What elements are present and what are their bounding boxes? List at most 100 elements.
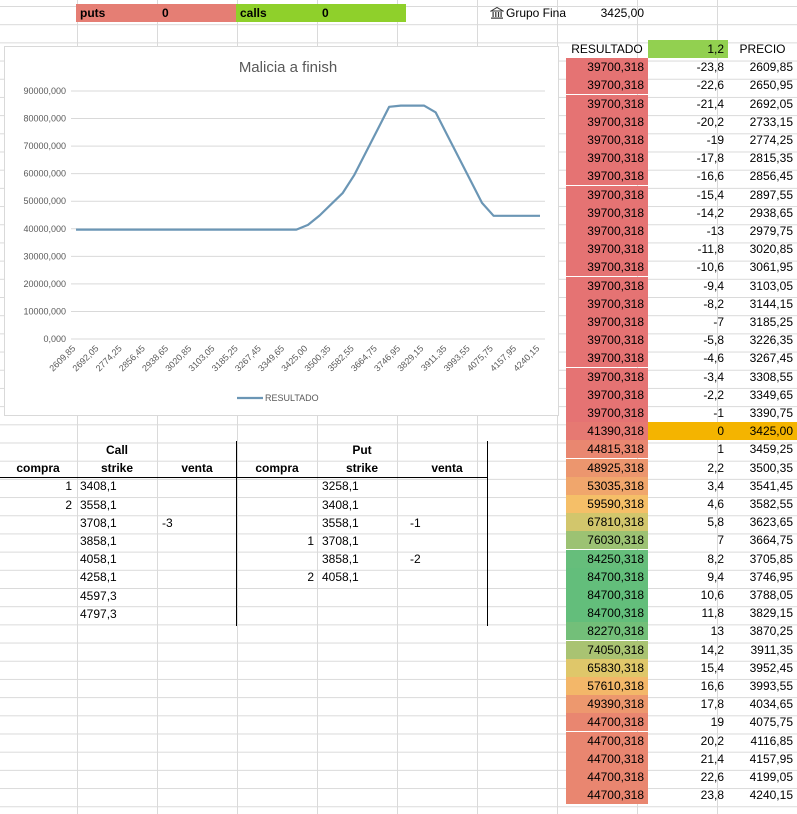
put-venta-cell[interactable]: [406, 532, 488, 550]
precio-cell[interactable]: 2815,35: [749, 151, 793, 166]
put-venta-cell[interactable]: [406, 568, 488, 586]
call-strike-cell[interactable]: 3408,1: [80, 479, 117, 494]
factor-cell[interactable]: -15,4: [696, 187, 724, 202]
factor-cell[interactable]: 20,2: [700, 733, 724, 748]
resultado-cell[interactable]: 39700,318: [566, 313, 648, 331]
factor-cell[interactable]: 15,4: [700, 660, 724, 675]
put-header-compra[interactable]: compra: [255, 461, 299, 476]
call-strike-cell[interactable]: 3558,1: [80, 497, 117, 512]
precio-cell[interactable]: 2609,85: [749, 60, 793, 75]
call-compra-cell[interactable]: [0, 587, 76, 605]
put-compra-cell[interactable]: [236, 477, 318, 495]
resultado-cell[interactable]: 49390,318: [566, 695, 648, 714]
precio-cell[interactable]: 3911,35: [750, 642, 794, 657]
resultado-cell[interactable]: 59590,318: [566, 495, 648, 513]
precio-cell[interactable]: 3349,65: [749, 387, 793, 402]
precio-cell[interactable]: 2650,95: [749, 78, 793, 93]
factor-cell[interactable]: 14,2: [700, 642, 724, 657]
put-compra-cell[interactable]: 1: [307, 534, 314, 548]
calls-value-cell[interactable]: 0: [318, 4, 406, 22]
resultado-cell[interactable]: 39700,318: [566, 385, 648, 404]
put-venta-cell[interactable]: [406, 477, 488, 495]
resultado-cell[interactable]: 39700,318: [566, 203, 648, 222]
resultado-cell[interactable]: 39700,318: [566, 112, 648, 131]
put-strike-cell[interactable]: 3408,1: [322, 497, 359, 512]
call-strike-cell[interactable]: 4797,3: [80, 606, 117, 621]
call-compra-cell[interactable]: [0, 514, 76, 532]
factor-cell[interactable]: -21,4: [696, 96, 724, 111]
precio-cell[interactable]: 4157,95: [749, 751, 793, 766]
factor-cell[interactable]: 21,4: [700, 751, 724, 766]
precio-cell[interactable]: 4034,65: [749, 697, 793, 712]
resultado-cell[interactable]: 67810,318: [566, 513, 648, 532]
resultado-cell[interactable]: 39700,318: [566, 76, 648, 95]
factor-cell[interactable]: 11,8: [701, 606, 724, 621]
factor-cell[interactable]: -13: [706, 224, 724, 238]
call-title[interactable]: Call: [105, 443, 128, 457]
resultado-cell[interactable]: 39700,318: [566, 149, 648, 168]
precio-cell[interactable]: 4240,15: [749, 788, 793, 803]
resultado-cell[interactable]: 82270,318: [566, 622, 648, 641]
resultado-cell[interactable]: 84700,318: [566, 567, 648, 586]
factor-cell[interactable]: 2,2: [707, 460, 724, 475]
factor-cell[interactable]: 4,6: [707, 497, 724, 511]
precio-cell[interactable]: 2733,15: [749, 114, 793, 129]
resultado-cell[interactable]: 39700,318: [566, 58, 648, 77]
resultado-cell[interactable]: 39700,318: [566, 349, 648, 368]
precio-cell[interactable]: 4075,75: [749, 715, 793, 730]
header-factor[interactable]: 1,2: [648, 40, 728, 58]
resultado-cell[interactable]: 39700,318: [566, 276, 648, 295]
call-header-compra[interactable]: compra: [16, 461, 60, 476]
factor-cell[interactable]: -4,6: [703, 351, 724, 366]
call-header-strike[interactable]: strike: [100, 461, 134, 476]
precio-cell[interactable]: 4116,85: [750, 733, 794, 748]
resultado-cell[interactable]: 84700,318: [566, 586, 648, 604]
precio-cell[interactable]: 3664,75: [749, 533, 793, 548]
resultado-cell[interactable]: 39700,318: [566, 367, 648, 386]
precio-cell[interactable]: 3459,25: [749, 442, 793, 457]
resultado-cell[interactable]: 44700,318: [566, 749, 648, 768]
resultado-cell[interactable]: 41390,318: [566, 422, 648, 441]
put-venta-cell[interactable]: [406, 496, 488, 514]
put-strike-cell[interactable]: 3258,1: [322, 479, 359, 494]
resultado-cell[interactable]: 44700,318: [566, 786, 648, 805]
precio-cell[interactable]: 3582,55: [749, 497, 793, 511]
precio-cell[interactable]: 3390,75: [749, 406, 793, 420]
factor-cell[interactable]: 1: [717, 442, 724, 457]
put-compra-cell[interactable]: [236, 514, 318, 532]
factor-cell[interactable]: -10,6: [696, 260, 724, 275]
resultado-cell[interactable]: 39700,318: [566, 131, 648, 149]
factor-cell[interactable]: 7: [717, 533, 724, 548]
precio-cell[interactable]: 2692,05: [749, 96, 793, 111]
call-compra-cell[interactable]: 2: [65, 497, 72, 512]
put-strike-cell[interactable]: 4058,1: [322, 570, 359, 585]
header-resultado[interactable]: RESULTADO: [571, 42, 643, 56]
precio-cell[interactable]: 4199,05: [749, 770, 793, 784]
puts-value-cell[interactable]: 0: [158, 4, 236, 22]
price-cell[interactable]: 3425,00: [600, 6, 644, 20]
factor-cell[interactable]: 5,8: [707, 515, 724, 530]
precio-cell[interactable]: 3144,15: [749, 296, 793, 311]
factor-cell[interactable]: -19: [706, 133, 724, 147]
calls-label-cell[interactable]: calls: [236, 4, 318, 22]
factor-cell[interactable]: 23,8: [700, 788, 724, 803]
resultado-cell[interactable]: 39700,318: [566, 94, 648, 113]
call-venta-cell[interactable]: [158, 496, 236, 514]
resultado-cell[interactable]: 39700,318: [566, 258, 648, 277]
resultado-cell[interactable]: 39700,318: [566, 167, 648, 186]
factor-cell[interactable]: -23,8: [696, 60, 724, 75]
precio-cell[interactable]: 3870,25: [749, 624, 793, 639]
call-venta-cell[interactable]: [158, 532, 236, 550]
factor-cell[interactable]: 9,4: [707, 569, 724, 584]
precio-cell[interactable]: 3308,55: [749, 369, 793, 384]
factor-cell[interactable]: -17,8: [696, 151, 724, 166]
factor-cell[interactable]: -22,6: [696, 78, 724, 93]
resultado-cell[interactable]: 53035,318: [566, 476, 648, 495]
factor-cell[interactable]: -20,2: [696, 114, 724, 129]
call-venta-cell[interactable]: [158, 605, 236, 623]
bank-name-cell[interactable]: Grupo Fina: [506, 6, 566, 20]
resultado-cell[interactable]: 39700,318: [566, 404, 648, 422]
factor-cell[interactable]: -5,8: [703, 333, 724, 348]
resultado-cell[interactable]: 39700,318: [566, 294, 648, 313]
call-compra-cell[interactable]: 1: [65, 479, 72, 494]
